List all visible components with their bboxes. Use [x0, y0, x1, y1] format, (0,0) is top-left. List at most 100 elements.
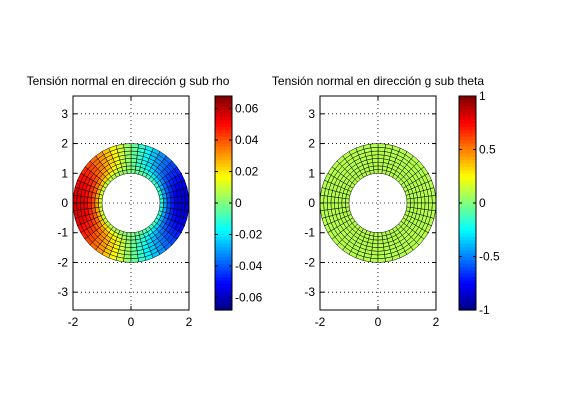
x-tick-label: 2	[186, 315, 193, 329]
colorbar-swatch	[459, 99, 476, 104]
mesh-cell	[337, 197, 343, 204]
colorbar-swatch	[215, 303, 232, 308]
mesh-cell	[126, 232, 132, 237]
mesh-cell	[125, 158, 132, 163]
mesh-cell	[413, 197, 419, 204]
mesh-cell	[370, 143, 379, 149]
colorbar-swatch	[459, 156, 476, 161]
mesh-cell	[334, 196, 339, 204]
mesh-cell	[420, 202, 426, 210]
colorbar-swatch	[215, 203, 232, 207]
y-tick-label: 1	[308, 166, 315, 180]
x-tick-label: 0	[375, 315, 382, 329]
colorbar-swatch	[459, 206, 476, 211]
mesh-cell	[377, 169, 383, 174]
mesh-cell	[334, 202, 339, 210]
mesh-cell	[406, 202, 411, 208]
mesh-cell	[123, 257, 132, 263]
colorbar-swatch	[215, 156, 232, 161]
colorbar-swatch	[459, 263, 476, 268]
colorbar-swatch	[459, 299, 476, 304]
colorbar-swatch	[459, 136, 476, 141]
mesh-cell	[130, 165, 137, 171]
colorbar-tick-label: -0.06	[235, 290, 263, 304]
colorbar-swatch	[215, 253, 232, 258]
mesh-cell	[170, 202, 175, 210]
colorbar-swatch	[459, 116, 476, 120]
mesh-cell	[130, 257, 139, 263]
colorbar-swatch	[215, 209, 232, 214]
mesh-cell	[371, 154, 379, 160]
mesh-cell	[431, 194, 437, 204]
colorbar-swatch	[215, 199, 232, 204]
colorbar-swatch	[459, 246, 476, 251]
colorbar-swatch	[215, 213, 232, 217]
colorbar-swatch	[215, 109, 232, 114]
colorbar-swatch	[459, 203, 476, 207]
colorbar-swatch	[459, 146, 476, 151]
colorbar-swatch	[215, 179, 232, 184]
colorbar-swatch	[459, 269, 476, 274]
colorbar-tick-label: 1	[479, 89, 486, 103]
colorbar-swatch	[459, 199, 476, 204]
colorbar-swatch	[459, 119, 476, 124]
colorbar-swatch	[459, 166, 476, 171]
colorbar-tick-label: 0	[235, 196, 242, 210]
colorbar-swatch	[459, 276, 476, 281]
mesh-cell	[431, 202, 437, 212]
colorbar-tick-label: 0.02	[235, 165, 259, 179]
colorbar-swatch	[215, 263, 232, 268]
mesh-cell	[410, 197, 415, 204]
colorbar-swatch	[215, 243, 232, 248]
mesh-cell	[345, 198, 350, 204]
colorbar-swatch	[459, 226, 476, 231]
mesh-cell	[417, 202, 422, 210]
colorbar-swatch	[215, 196, 232, 201]
colorbar-swatch	[215, 189, 232, 194]
mesh-cell	[377, 165, 384, 171]
colorbar-swatch	[215, 192, 232, 197]
mesh-cell	[125, 243, 132, 248]
mesh-cell	[330, 196, 336, 204]
y-tick-label: 0	[61, 196, 68, 210]
colorbar-swatch	[215, 296, 232, 301]
mesh-cell	[330, 202, 336, 210]
colorbar-swatch	[459, 129, 476, 134]
colorbar-swatch	[459, 139, 476, 144]
colorbar-swatch	[215, 122, 232, 127]
colorbar-swatch	[459, 239, 476, 244]
colorbar-swatch	[459, 192, 476, 197]
mesh-cell	[184, 202, 190, 212]
colorbar-swatch	[459, 223, 476, 227]
mesh-cell	[90, 197, 96, 204]
mesh-cell	[125, 165, 132, 171]
colorbar-swatch	[215, 279, 232, 284]
colorbar-swatch	[215, 99, 232, 104]
mesh-cell	[125, 235, 132, 241]
y-tick-label: 2	[308, 137, 315, 151]
colorbar-swatch	[215, 152, 232, 157]
colorbar-swatch	[459, 289, 476, 294]
colorbar-swatch	[459, 169, 476, 174]
mesh-cell	[163, 197, 168, 204]
x-tick-label: -2	[315, 315, 326, 329]
colorbar-swatch	[459, 176, 476, 181]
mesh-cell	[130, 239, 137, 245]
colorbar-swatch	[459, 259, 476, 264]
mesh-cell	[372, 239, 379, 245]
colorbar-tick-label: 0.04	[235, 133, 259, 147]
colorbar-swatch	[459, 106, 476, 110]
colorbar-swatch	[215, 283, 232, 288]
mesh-cell	[166, 197, 172, 204]
mesh-cell	[319, 202, 325, 212]
colorbar-rho: -0.06 -0.04 -0.02 0 0.02 0.04 0.06	[214, 95, 263, 311]
mesh-cell	[377, 158, 384, 163]
colorbar-swatch	[215, 149, 232, 154]
colorbar-swatch	[459, 249, 476, 254]
colorbar-swatch	[459, 229, 476, 234]
colorbar-swatch	[459, 306, 476, 311]
colorbar-swatch	[215, 112, 232, 117]
colorbar-swatch	[215, 129, 232, 134]
colorbar-swatch	[215, 172, 232, 177]
